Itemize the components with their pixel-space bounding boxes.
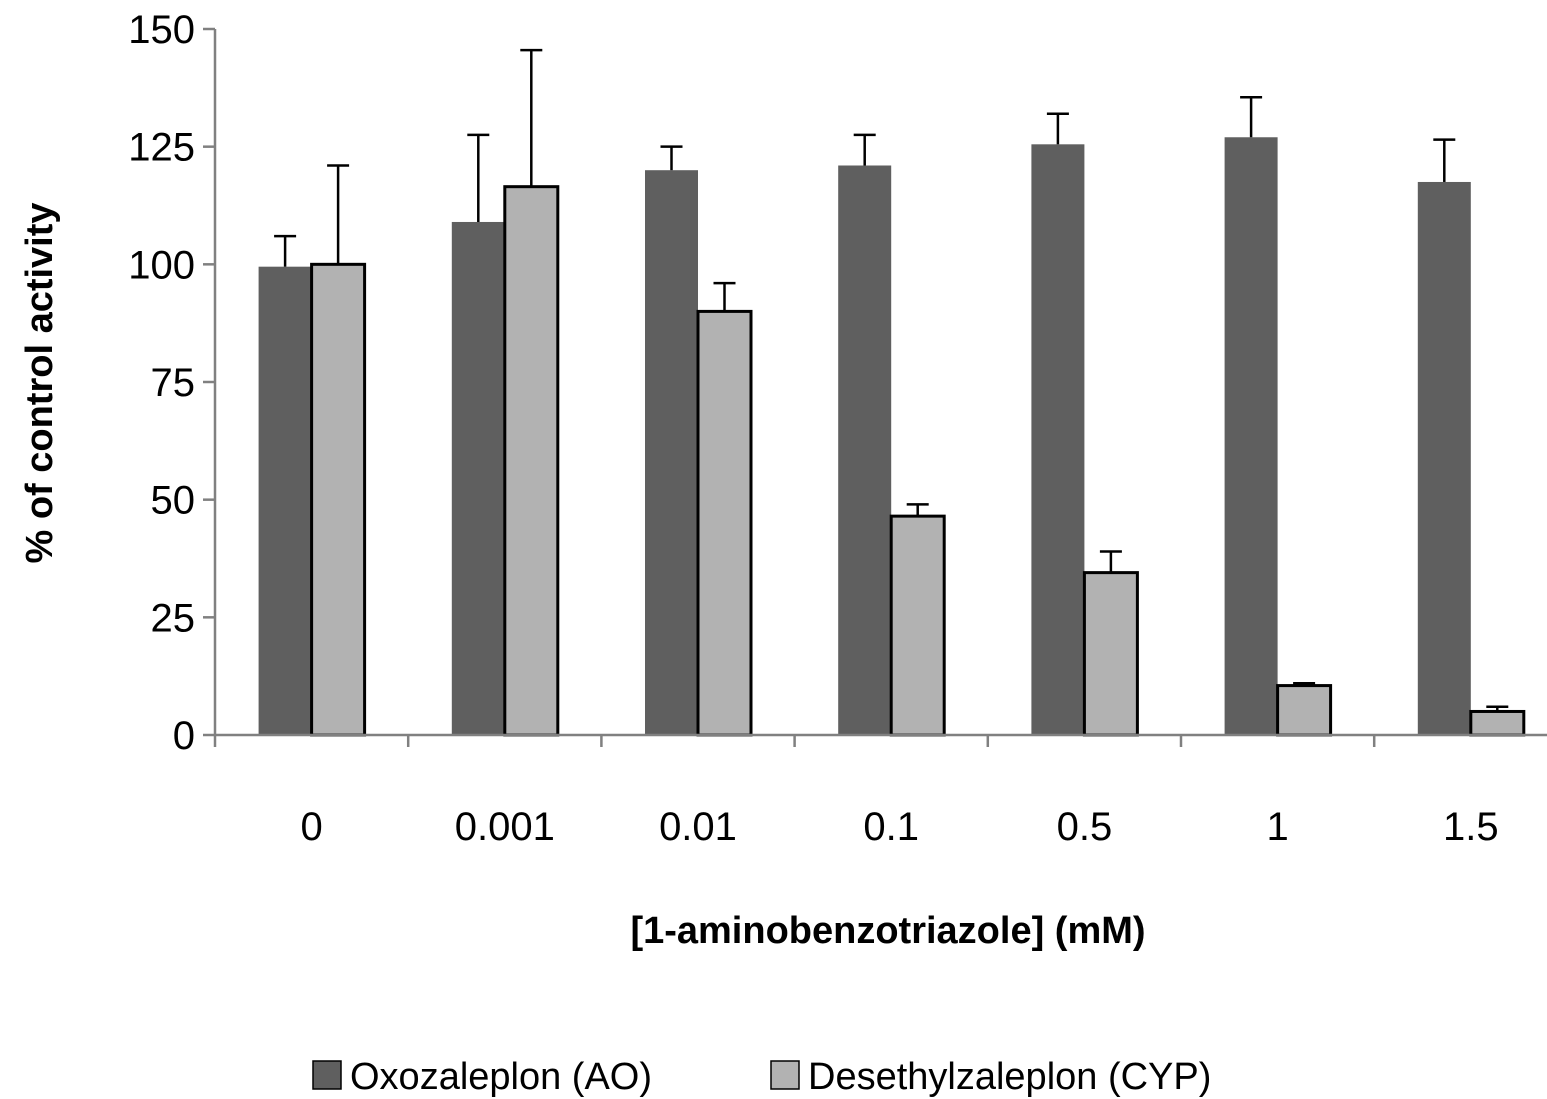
y-tick-label-6: 150 xyxy=(128,8,195,52)
bar-desethylzaleplon-4 xyxy=(1082,571,1139,737)
x-tick-label-0: 0 xyxy=(300,805,322,849)
bar-oxozaleplon-5 xyxy=(1224,137,1278,736)
legend-label-oxozaleplon: Oxozaleplon (AO) xyxy=(350,1056,652,1098)
bar-desethylzaleplon-5 xyxy=(1276,684,1333,737)
bar-oxozaleplon-0 xyxy=(258,266,312,735)
error-bars-layer xyxy=(274,48,1509,712)
axes-layer xyxy=(203,27,1547,747)
x-tick-label-4: 0.5 xyxy=(1057,805,1113,849)
legend-swatch-desethylzaleplon xyxy=(770,1060,800,1090)
y-tick-label-2: 50 xyxy=(151,479,196,523)
y-tick-label-4: 100 xyxy=(128,243,195,287)
bar-desethylzaleplon-0 xyxy=(310,262,367,737)
x-tick-label-2: 0.01 xyxy=(659,805,737,849)
bar-desethylzaleplon-2 xyxy=(696,309,753,737)
bar-desethylzaleplon-3 xyxy=(889,514,946,737)
bar-oxozaleplon-4 xyxy=(1031,144,1085,735)
x-tick-label-5: 1 xyxy=(1266,805,1288,849)
x-tick-label-1: 0.001 xyxy=(455,805,555,849)
y-tick-label-1: 25 xyxy=(151,596,196,640)
bar-desethylzaleplon-1 xyxy=(503,185,560,737)
bar-oxozaleplon-2 xyxy=(645,170,698,735)
legend-label-desethylzaleplon: Desethylzaleplon (CYP) xyxy=(808,1056,1211,1098)
labels-layer: 0 0.001 0.01 0.1 0.5 1 1.5 0 25 50 75 100 125 150 xyxy=(128,8,1498,849)
x-axis-title: [1-aminobenzotriazole] (mM) xyxy=(630,910,1145,952)
x-tick-label-3: 0.1 xyxy=(863,805,919,849)
bar-oxozaleplon-6 xyxy=(1417,181,1471,735)
bar-desethylzaleplon-6 xyxy=(1469,709,1526,737)
y-tick-label-0: 0 xyxy=(173,714,195,758)
y-tick-label-5: 125 xyxy=(128,126,195,170)
bars-layer xyxy=(258,137,1526,737)
bar-oxozaleplon-3 xyxy=(838,165,892,735)
legend-swatch-oxozaleplon xyxy=(312,1060,342,1090)
y-tick-label-3: 75 xyxy=(151,361,196,405)
y-axis-title: % of control activity xyxy=(19,202,61,563)
legend: Oxozaleplon (AO) Desethylzaleplon (CYP) xyxy=(312,1056,1211,1098)
bar-oxozaleplon-1 xyxy=(451,221,505,735)
x-tick-label-6: 1.5 xyxy=(1443,805,1499,849)
